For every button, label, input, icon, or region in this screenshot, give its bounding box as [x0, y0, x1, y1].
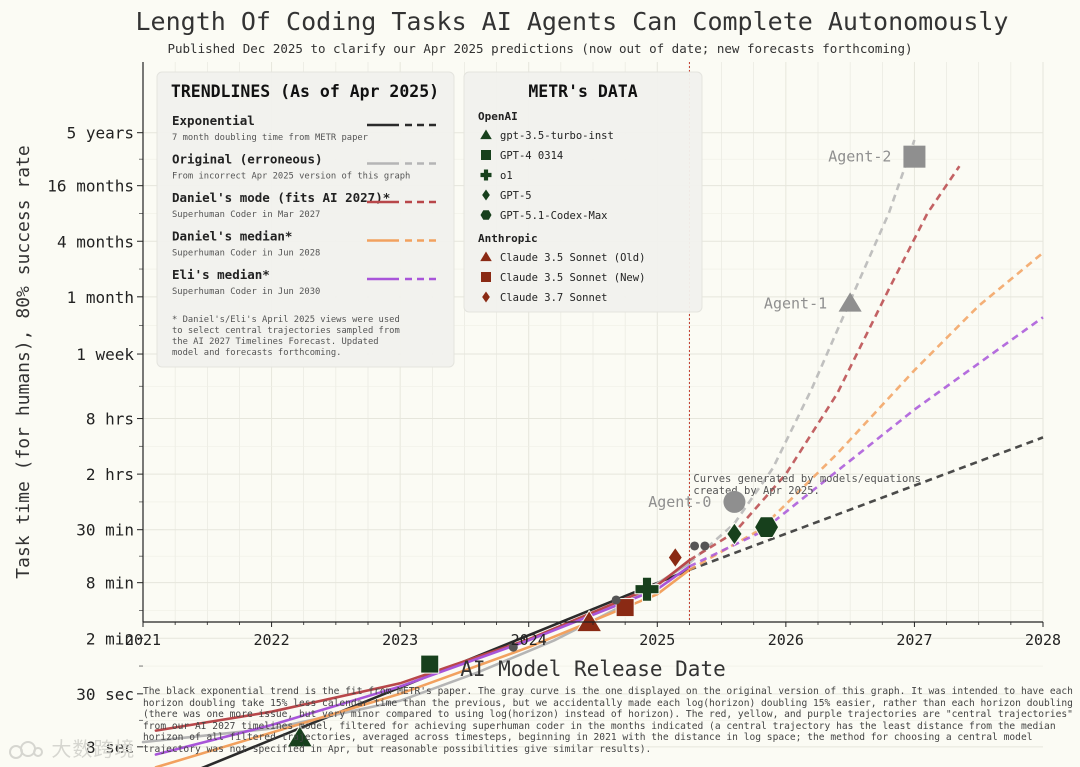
legend-series-name: Original (erroneous): [172, 152, 323, 167]
chart-title: Length Of Coding Tasks AI Agents Can Com…: [136, 7, 1009, 36]
x-axis-label: AI Model Release Date: [460, 657, 726, 681]
legend-series-note: Superhuman Coder in Mar 2027: [172, 210, 320, 220]
y-tick-label: 30 sec: [76, 685, 134, 704]
trendlines-legend-box: [156, 71, 455, 368]
watermark: 大数跨境: [8, 733, 135, 762]
y-tick-label: 8 min: [86, 574, 134, 593]
data-point-other: [690, 541, 700, 551]
agent-1-marker: [838, 292, 862, 312]
y-tick-label: 1 week: [76, 345, 134, 364]
legend-diamond-icon: [482, 291, 490, 303]
legend-series-note: Superhuman Coder in Jun 2028: [172, 249, 320, 259]
agent-0-label: Agent-0: [648, 493, 711, 511]
series-4-solid-line: [154, 565, 691, 756]
data-points: [286, 516, 780, 748]
data-legend-title: METR's DATA: [528, 82, 637, 101]
data-legend: METR's DATA OpenAI gpt-3.5-turbo-inst GPT-4…: [463, 71, 703, 313]
x-tick-label: 2027: [896, 631, 932, 649]
data-point-o1: [634, 576, 660, 602]
data-point-other: [508, 642, 518, 652]
chart-subtitle: Published Dec 2025 to clarify our Apr 20…: [167, 41, 912, 56]
data-legend-item: Claude 3.5 Sonnet (New): [500, 272, 645, 284]
data-point-gpt-3-5-turbo-inst: [286, 724, 314, 748]
series-4-dashed-line: [688, 316, 1044, 568]
x-tick-label: 2025: [639, 631, 675, 649]
trendlines-legend: TRENDLINES (As of Apr 2025) Exponential 7 …: [156, 71, 455, 368]
data-point-gpt-5: [726, 522, 743, 546]
legend-triangle-icon: [480, 251, 492, 262]
chart-caption: The black exponential trend is the fit f…: [143, 686, 1073, 755]
data-point-claude-3-5-sonnet-old-: [575, 609, 603, 633]
legend-series-name: Daniel's median*: [172, 229, 292, 244]
data-legend-item: o1: [500, 170, 513, 182]
y-tick-label: 2 min: [86, 629, 134, 648]
legend-square-icon: [481, 150, 491, 160]
data-point-other: [611, 595, 621, 605]
legend-series-note: From incorrect Apr 2025 version of this …: [172, 172, 410, 182]
data-legend-item: Claude 3.5 Sonnet (Old): [500, 252, 645, 264]
trendlines-footnote: the AI 2027 Timelines Forecast. Updated: [172, 337, 379, 347]
watermark-logo-icon: [9, 740, 43, 759]
data-point-claude-3-5-sonnet-new-: [615, 598, 635, 618]
x-tick-label: 2023: [382, 631, 418, 649]
y-axis-label: Task time (for humans), 80% success rate: [13, 145, 34, 578]
x-tick-label: 2022: [254, 631, 290, 649]
x-tick-label: 2028: [1025, 631, 1061, 649]
data-legend-box: [463, 71, 703, 313]
legend-series-name: Daniel's mode (fits AI 2027)*: [172, 190, 390, 205]
legend-square-icon: [481, 272, 491, 282]
y-tick-label: 16 months: [47, 177, 134, 196]
series-3-dashed-line: [688, 251, 1044, 572]
watermark-text: 大数跨境: [51, 737, 136, 761]
x-tick-label: 2021: [125, 631, 161, 649]
y-tick-label: 5 years: [67, 124, 134, 143]
legend-plus-icon: [480, 169, 492, 181]
series-3-solid-line: [154, 568, 691, 767]
legend-hexagon-icon: [480, 210, 492, 220]
legend-series-note: Superhuman Coder in Jun 2030: [172, 287, 320, 297]
data-point-gpt-5-1-codex-max: [754, 516, 780, 538]
data-legend-item: GPT-4 0314: [500, 150, 563, 162]
data-point-gpt-4-0314: [420, 654, 440, 674]
cutoff-note: created by Apr 2025.: [693, 485, 819, 497]
y-tick-label: 2 hrs: [86, 465, 134, 484]
legend-series-name: Exponential: [172, 113, 255, 128]
legend-series-name: Eli's median*: [172, 267, 270, 282]
y-tick-label: 8 hrs: [86, 410, 134, 429]
trendlines-footnote: to select central trajectories sampled f…: [172, 326, 400, 336]
y-tick-label: 30 min: [76, 521, 134, 540]
trendlines-footnote: model and forecasts forthcoming.: [172, 348, 341, 358]
cutoff-note: Curves generated by models/equations: [693, 473, 921, 485]
data-group-name: Anthropic: [478, 232, 538, 245]
data-point-claude-3-7-sonnet: [667, 546, 683, 569]
legend-triangle-icon: [480, 129, 492, 140]
x-tick-label: 2026: [768, 631, 804, 649]
series-0-dashed-line: [688, 436, 1044, 572]
series-2-solid-line: [154, 558, 691, 732]
agent-0-marker: [723, 490, 746, 513]
data-point-other: [700, 541, 710, 551]
data-legend-item: Claude 3.7 Sonnet: [500, 292, 607, 304]
y-tick-label: 4 months: [57, 232, 134, 251]
y-tick-label: 8 sec: [86, 738, 134, 757]
legend-series-note: 7 month doubling time from METR paper: [172, 133, 368, 143]
data-group-name: OpenAI: [478, 110, 518, 123]
agent-2-label: Agent-2: [828, 148, 891, 166]
data-legend-item: gpt-3.5-turbo-inst: [500, 130, 614, 142]
agent-1-label: Agent-1: [764, 294, 827, 312]
trendlines-footnote: * Daniel's/Eli's April 2025 views were u…: [172, 315, 400, 325]
trendlines-legend-title: TRENDLINES (As of Apr 2025): [171, 82, 439, 101]
agent-2-marker: [903, 145, 926, 168]
agents: Agent-0 Agent-1 Agent-2: [648, 145, 926, 513]
y-tick-label: 1 month: [67, 288, 134, 307]
x-tick-label: 2024: [511, 631, 547, 649]
data-legend-item: GPT-5.1-Codex-Max: [500, 210, 607, 222]
legend-diamond-icon: [482, 189, 490, 201]
data-legend-item: GPT-5: [500, 190, 532, 202]
